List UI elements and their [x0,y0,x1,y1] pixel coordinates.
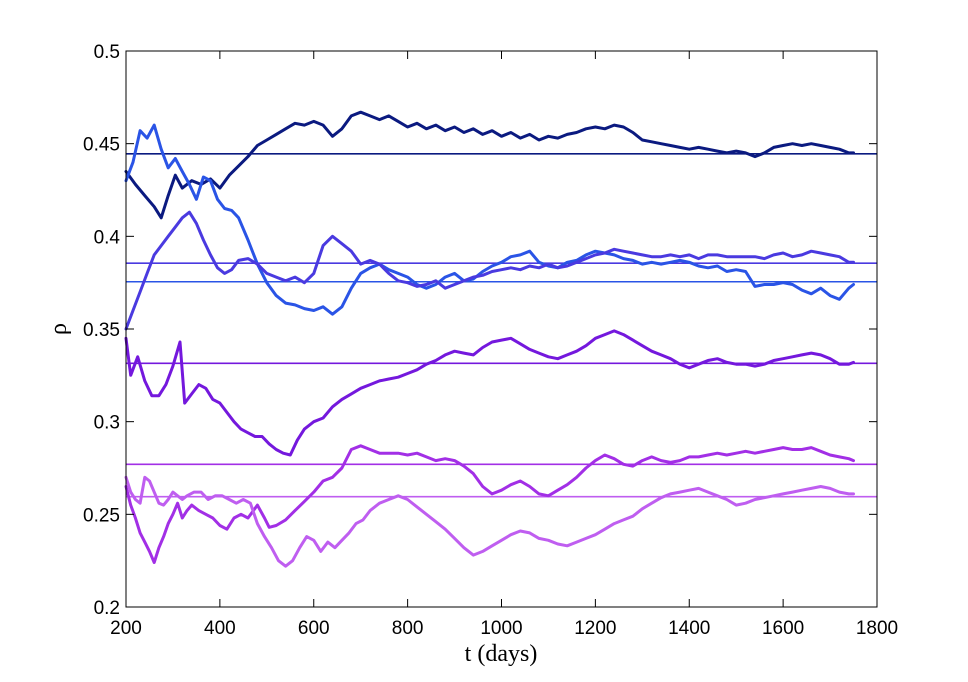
x-tick-label: 1400 [668,618,710,639]
series-line-3 [124,210,855,331]
x-axis-label: t (days) [465,641,538,667]
y-tick-label: 0.3 [94,413,120,434]
x-tick-label: 600 [298,618,330,639]
tick-labels: 200 400 600 800 1000 1200 1400 1600 1800 0.2 0.25 0… [83,42,898,639]
x-tick-label: 200 [110,618,142,639]
series-lines [124,110,855,568]
series-line-6 [124,475,855,568]
x-tick-label: 1800 [856,618,898,639]
series-line-5 [124,444,855,564]
x-tick-label: 1200 [574,618,616,639]
axis-ticks [125,50,878,608]
series-line-1 [124,110,855,220]
x-tick-label: 1000 [480,618,522,639]
series-line-4 [124,329,855,457]
y-tick-label: 0.2 [94,598,120,619]
series-line-2 [124,123,855,316]
y-tick-label: 0.5 [94,42,120,63]
x-tick-label: 400 [204,618,236,639]
y-axis-label: ρ [46,323,72,335]
x-tick-label: 800 [392,618,424,639]
y-tick-label: 0.4 [94,227,121,248]
x-tick-label: 1600 [762,618,804,639]
y-tick-label: 0.35 [83,320,120,341]
y-tick-label: 0.25 [83,505,120,526]
y-tick-label: 0.45 [83,135,120,156]
